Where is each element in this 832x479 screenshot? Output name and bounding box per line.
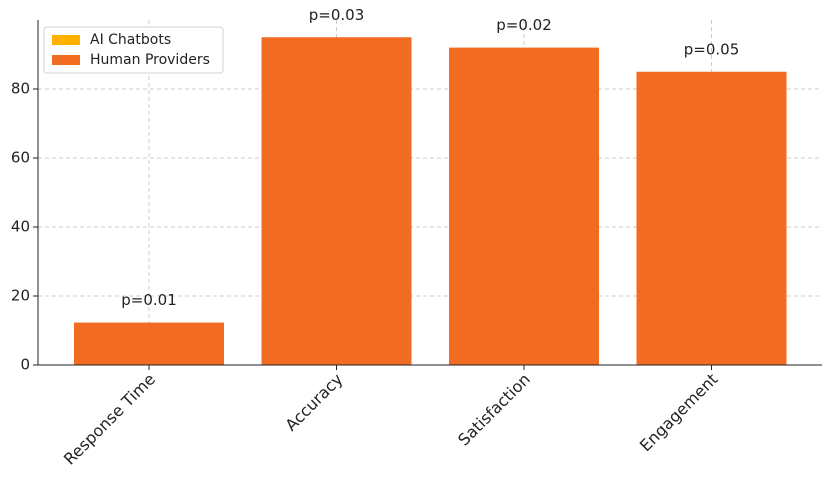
bar [261,37,412,365]
y-tick-label: 80 [11,80,30,98]
annotation: p=0.05 [684,40,740,58]
legend-label: Human Providers [90,52,210,68]
annotation: p=0.03 [309,6,365,24]
y-tick-label: 60 [11,149,30,167]
legend-label: AI Chatbots [90,32,171,48]
bar [449,47,599,365]
y-tick-label: 40 [11,218,30,236]
x-tick-label: Response Time [60,370,159,469]
y-tick-label: 0 [20,356,30,374]
legend-swatch [52,55,80,65]
annotation: p=0.02 [496,16,552,34]
bar [74,322,224,365]
x-tick-label: Satisfaction [454,370,534,450]
bar [636,71,787,365]
legend-swatch [52,35,80,45]
y-tick-label: 20 [11,287,30,305]
annotation: p=0.01 [121,291,177,309]
legend-box [43,26,224,74]
x-tick-label: Accuracy [281,370,346,435]
x-tick-label: Engagement [636,370,722,456]
